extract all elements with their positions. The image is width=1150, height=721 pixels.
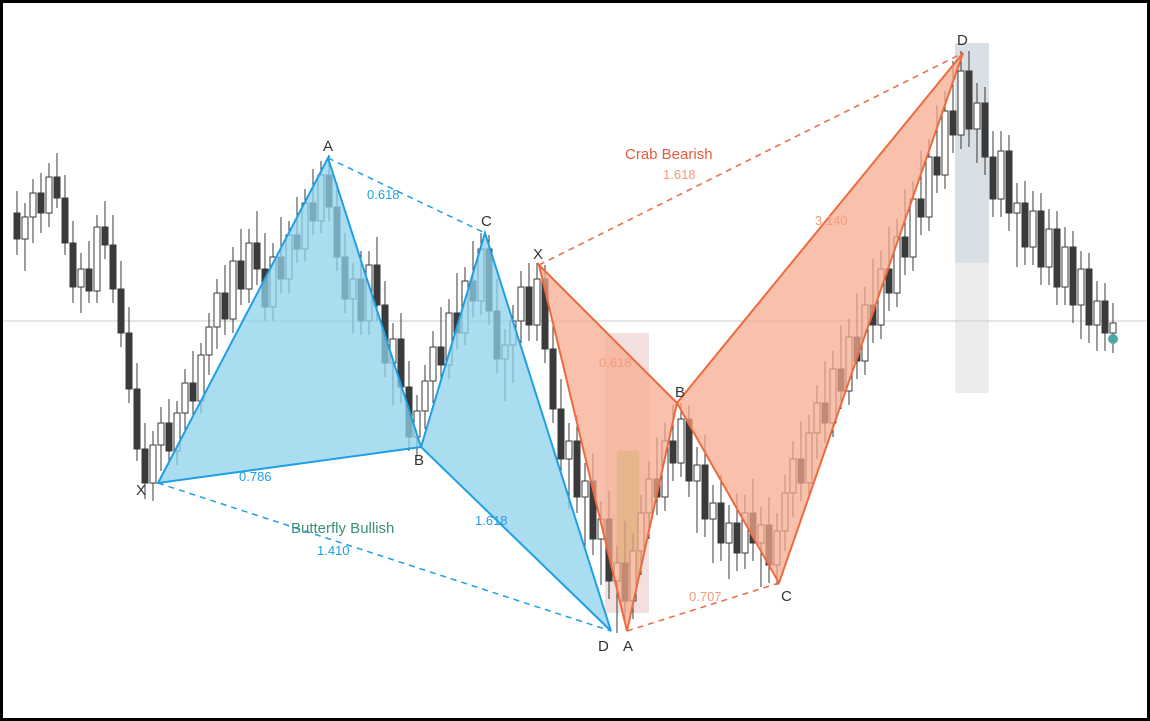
- last-price-marker: [1108, 334, 1118, 344]
- crab-point-B: B: [675, 384, 685, 401]
- crab-ratio: 0.618: [599, 355, 632, 370]
- crab-point-A: A: [623, 638, 633, 655]
- crab-point-X: X: [533, 246, 543, 263]
- butterfly-point-B: B: [414, 452, 424, 469]
- butterfly-dash: [328, 158, 485, 233]
- butterfly-ratio: 1.410: [317, 543, 350, 558]
- zone-rect: [955, 263, 989, 393]
- butterfly-ratio: 1.618: [475, 513, 508, 528]
- butterfly-ratio: 0.618: [367, 187, 400, 202]
- chart-container: X A B C D 0.618 0.786 1.618 1.410 Butterfly Bulli…: [0, 0, 1150, 721]
- crab-title: Crab Bearish: [625, 146, 713, 163]
- crab-ratio: 3.140: [815, 213, 848, 228]
- crab-ratio: 0.707: [689, 589, 722, 604]
- butterfly-point-C: C: [481, 213, 492, 230]
- chart-svg: X A B C D 0.618 0.786 1.618 1.410 Butterfly Bulli…: [3, 3, 1147, 718]
- crab-ratio: 1.618: [663, 167, 696, 182]
- butterfly-title: Butterfly Bullish: [291, 520, 394, 537]
- crab-point-C: C: [781, 588, 792, 605]
- crab-point-D: D: [957, 32, 968, 49]
- butterfly-point-D: D: [598, 638, 609, 655]
- butterfly-point-A: A: [323, 138, 333, 155]
- butterfly-ratio: 0.786: [239, 469, 272, 484]
- butterfly-point-X: X: [136, 482, 146, 499]
